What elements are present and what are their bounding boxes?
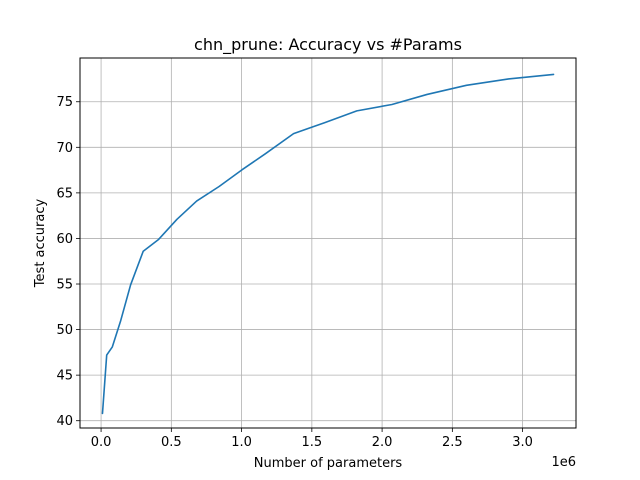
y-tick-label: 60 [56,232,73,247]
x-tick-label: 1.5 [301,435,322,450]
y-tick-label: 65 [56,186,73,201]
grid [80,58,576,428]
y-tick-label: 70 [56,141,73,156]
x-tick-label: 0.5 [161,435,182,450]
plot-frame [79,57,577,429]
series-line [101,73,555,415]
x-tick-label: 2.5 [442,435,463,450]
y-tick-label: 75 [56,95,73,110]
x-axis-label: Number of parameters [254,456,403,471]
y-tick-label: 45 [56,369,73,384]
x-tick-label: 3.0 [512,435,533,450]
y-tick-label: 40 [56,414,73,429]
y-axis-ticks: 40 45 50 55 60 65 70 75 [56,95,80,429]
x-tick-label: 0.0 [91,435,112,450]
y-axis-label: Test accuracy [33,199,48,289]
series-layer [101,73,555,415]
y-tick-label: 50 [56,323,73,338]
x-axis-ticks: 0.0 0.5 1.0 1.5 2.0 2.5 3.0 [91,428,533,450]
x-tick-label: 1.0 [231,435,252,450]
x-axis-offset-label: 1e6 [551,455,576,470]
chart-title: chn_prune: Accuracy vs #Params [194,35,462,55]
y-tick-label: 55 [56,278,73,293]
x-tick-label: 2.0 [372,435,393,450]
